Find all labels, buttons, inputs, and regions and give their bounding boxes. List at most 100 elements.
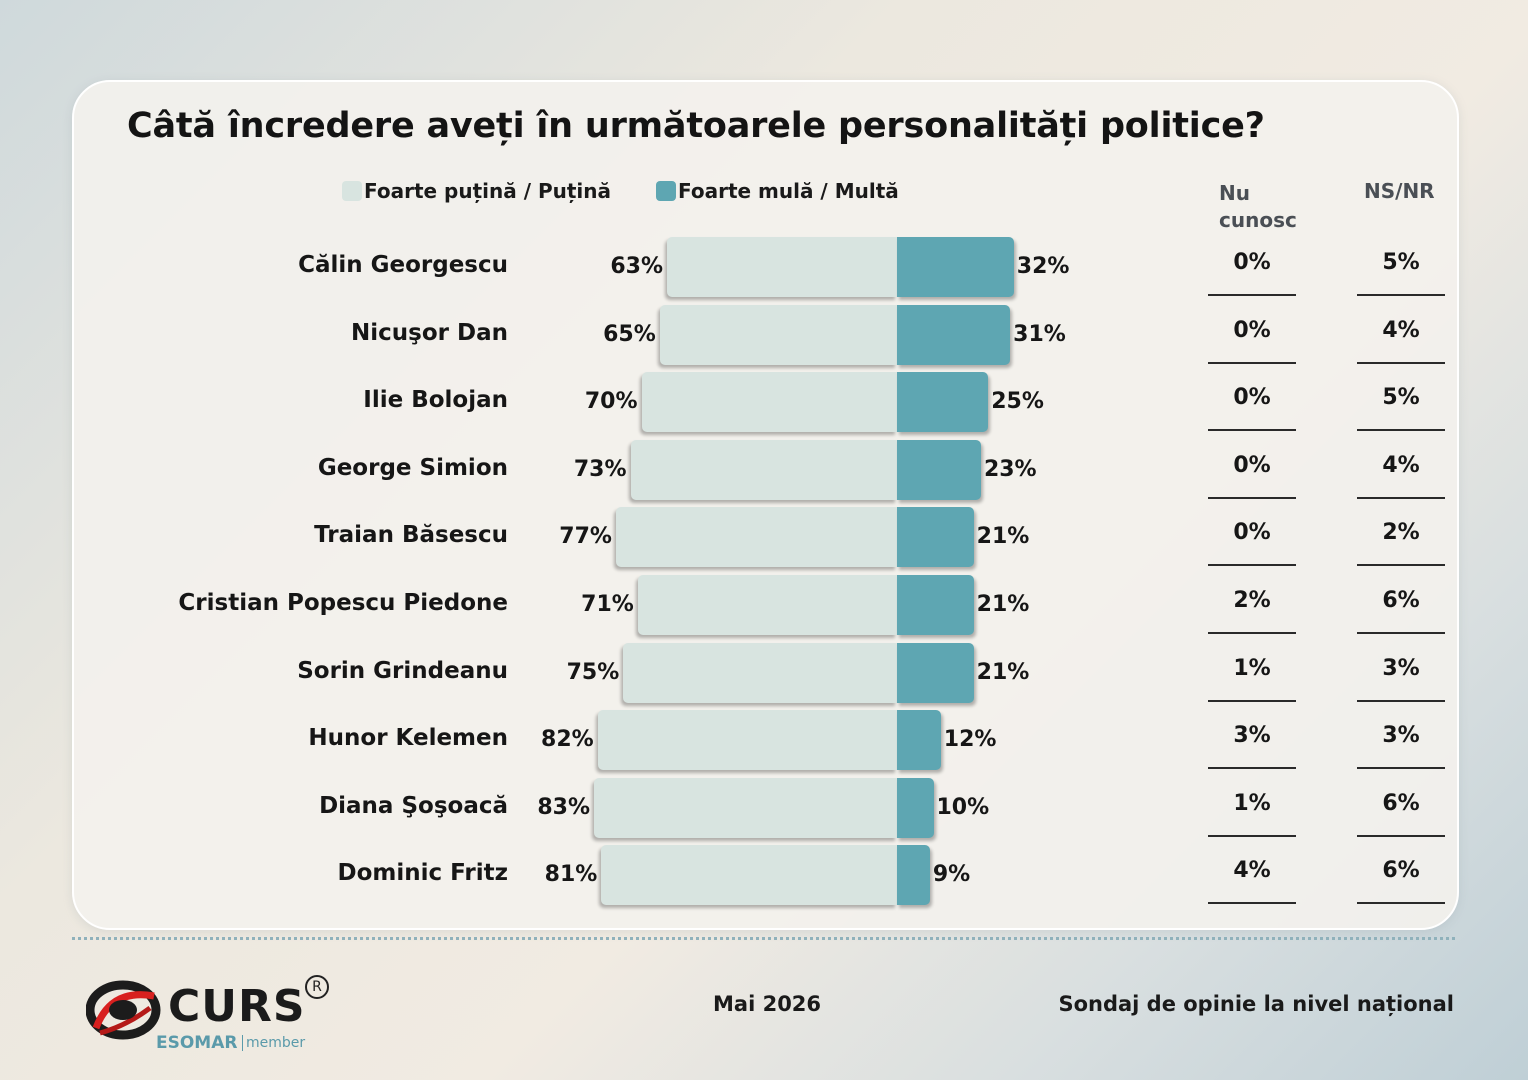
cell-nsnr: 5% (1382, 250, 1420, 275)
cell-nsnr: 3% (1382, 655, 1420, 681)
cell-nsnr: 3% (1382, 723, 1420, 749)
cell-nu-cunosc: 1% (1233, 790, 1271, 816)
legend-label-light: Foarte puțină / Puțină (364, 179, 612, 203)
bar-low-trust (594, 777, 897, 838)
label-high-trust: 25% (991, 389, 1044, 415)
row-name: George Simion (317, 454, 508, 481)
cell-nu-cunosc: 0% (1233, 385, 1271, 411)
label-high-trust: 32% (1016, 254, 1070, 279)
label-low-trust: 65% (603, 321, 656, 347)
curs-logo-word: CURS (168, 981, 306, 1032)
cell-nu-cunosc: 0% (1233, 250, 1271, 275)
cell-nsnr: 5% (1382, 385, 1420, 411)
cell-nsnr: 6% (1382, 588, 1420, 613)
curs-logo-icon (86, 980, 161, 1040)
row-name: Traian Băsescu (314, 522, 508, 549)
column-header-nu-cunosc: Nu cunosc (1219, 181, 1297, 232)
bar-low-trust (601, 845, 897, 906)
bar-high-trust (897, 507, 974, 568)
bar-high-trust (897, 845, 930, 906)
bar-low-trust (630, 439, 897, 500)
cell-nsnr: 4% (1382, 452, 1420, 478)
esomar-label: ESOMAR (156, 1033, 238, 1053)
label-low-trust: 83% (537, 794, 591, 820)
label-low-trust: 71% (581, 592, 634, 617)
row-name: Dominic Fritz (337, 860, 509, 887)
cell-underline (1208, 902, 1296, 905)
cell-nu-cunosc: 4% (1233, 858, 1271, 884)
bar-low-trust (623, 642, 897, 703)
cell-underline (1208, 564, 1296, 567)
label-high-trust: 10% (936, 794, 990, 820)
bar-low-trust (615, 507, 897, 568)
cell-underline (1357, 902, 1445, 905)
bar-low-trust (641, 372, 897, 433)
cell-nu-cunosc: 0% (1233, 452, 1271, 478)
label-high-trust: 21% (976, 592, 1030, 617)
cell-underline (1357, 294, 1445, 296)
cell-underline (1208, 294, 1296, 296)
row-name: Hunor Kelemen (308, 725, 508, 752)
bar-high-trust (897, 575, 974, 635)
bar-low-trust (597, 710, 897, 771)
footer-divider (72, 937, 1455, 940)
legend-label-dark: Foarte mulă / Multă (678, 179, 899, 203)
cell-nsnr: 2% (1382, 520, 1420, 546)
cell-underline (1208, 834, 1296, 837)
curs-logo: CURS R ESOMAR member (86, 975, 336, 1060)
chart-title: Câtă încredere aveți în următoarele pers… (127, 106, 1265, 146)
bar-high-trust (897, 237, 1014, 297)
legend-swatch-dark (656, 181, 676, 201)
row-name: Nicuşor Dan (351, 319, 508, 346)
cell-underline (1357, 496, 1445, 499)
bar-low-trust (637, 575, 897, 635)
label-high-trust: 9% (932, 862, 971, 888)
cell-underline (1208, 699, 1296, 702)
bar-high-trust (897, 642, 974, 703)
row-name: Cristian Popescu Piedone (178, 590, 508, 616)
legend-item-light: Foarte puțină / Puțină (342, 178, 611, 204)
legend-swatch-light (342, 181, 362, 201)
row-name: Diana Şoşoacă (319, 792, 508, 819)
bar-low-trust (667, 237, 897, 297)
cell-underline (1357, 834, 1445, 837)
bar-high-trust (897, 372, 989, 433)
cell-nu-cunosc: 2% (1233, 588, 1271, 613)
label-high-trust: 12% (943, 727, 997, 753)
label-low-trust: 81% (544, 862, 598, 888)
footer-date: Mai 2026 (713, 992, 822, 1016)
bar-high-trust (897, 777, 934, 838)
footer-source: Sondaj de opinie la nivel național (1058, 992, 1454, 1016)
label-low-trust: 73% (573, 456, 627, 482)
cell-underline (1208, 429, 1296, 432)
cell-underline (1357, 767, 1445, 770)
cell-underline (1357, 564, 1445, 567)
label-high-trust: 23% (983, 456, 1037, 482)
registered-icon: R (305, 975, 329, 999)
cell-underline (1357, 632, 1445, 634)
bar-high-trust (897, 439, 981, 500)
cell-nu-cunosc: 1% (1233, 655, 1271, 681)
bar-high-trust (897, 710, 941, 771)
cell-underline (1357, 429, 1445, 432)
cell-nu-cunosc: 0% (1233, 520, 1271, 546)
row-name: Ilie Bolojan (363, 387, 508, 414)
cell-underline (1208, 632, 1296, 634)
label-low-trust: 82% (541, 727, 594, 753)
bar-high-trust (897, 304, 1011, 365)
cell-underline (1208, 496, 1296, 499)
label-low-trust: 77% (559, 524, 612, 550)
cell-nsnr: 6% (1382, 790, 1420, 816)
cell-underline (1208, 361, 1296, 364)
column-header-nsnr: NS/NR (1364, 179, 1435, 203)
label-low-trust: 75% (566, 659, 620, 685)
cell-nsnr: 4% (1382, 317, 1420, 343)
row-name: Sorin Grindeanu (297, 657, 508, 684)
cell-underline (1208, 767, 1296, 770)
label-high-trust: 21% (976, 524, 1030, 550)
bar-low-trust (659, 304, 897, 365)
cell-nu-cunosc: 3% (1233, 723, 1271, 749)
cell-underline (1357, 361, 1445, 364)
label-low-trust: 63% (610, 254, 664, 279)
legend-item-dark: Foarte mulă / Multă (656, 178, 899, 204)
